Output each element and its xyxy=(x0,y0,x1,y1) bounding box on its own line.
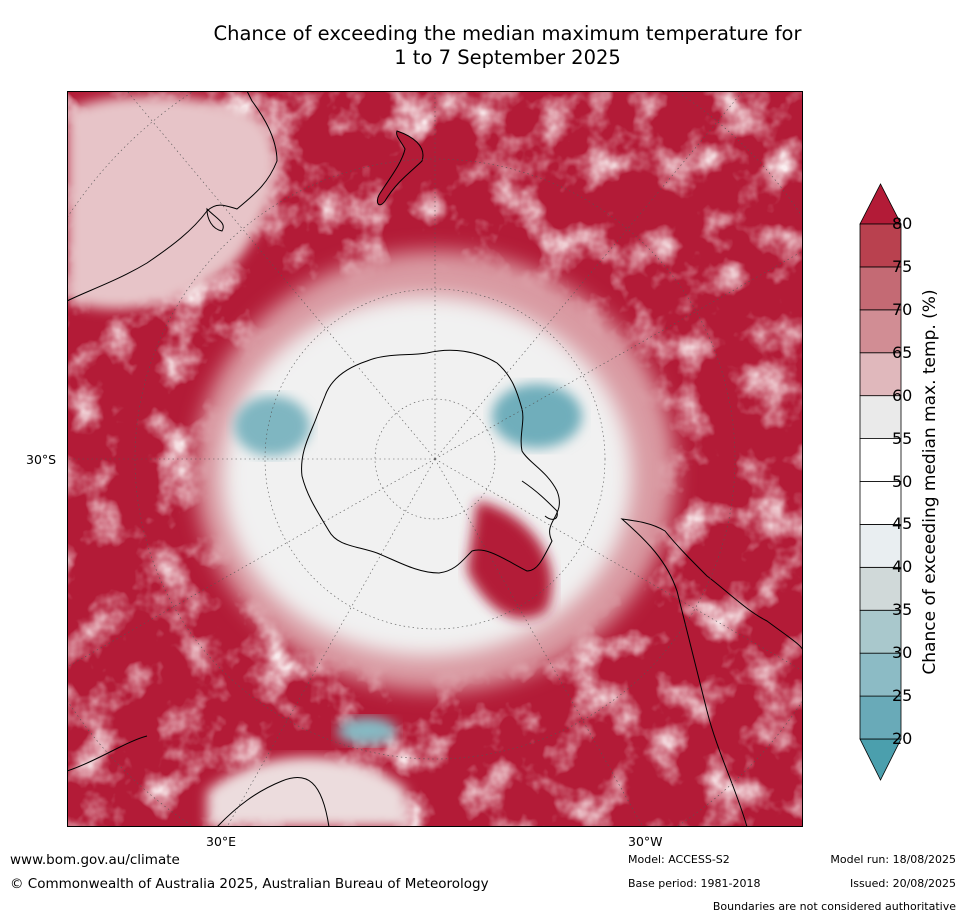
lat-label-30s: 30°S xyxy=(26,452,57,467)
above-normal-wedge xyxy=(467,501,553,619)
colorbar-tick: 60 xyxy=(892,385,913,405)
antarctica-coastline xyxy=(301,349,560,574)
map-title: Chance of exceeding the median maximum t… xyxy=(140,22,875,70)
africa-region-shading xyxy=(207,757,407,827)
below-normal-patch-south xyxy=(337,717,397,745)
colorbar-tick: 20 xyxy=(892,729,913,748)
colorbar-tick: 35 xyxy=(892,600,913,620)
tasmania-coastline xyxy=(206,207,224,232)
colorbar-box xyxy=(859,695,902,740)
colorbar-box xyxy=(859,266,902,311)
colorbar-box xyxy=(859,395,902,439)
colorbar-tick: 65 xyxy=(892,342,913,362)
colorbar-tick: 70 xyxy=(892,299,913,319)
footer-disclaimer: Boundaries are not considered authoritat… xyxy=(712,900,956,913)
antarctic-peninsula xyxy=(521,480,558,520)
colorbar-box xyxy=(859,566,902,611)
australia-region-shading xyxy=(67,96,277,309)
title-line-1: Chance of exceeding the median maximum t… xyxy=(213,22,802,45)
colorbar-tick: 45 xyxy=(892,514,913,534)
footer-model: Model: ACCESS-S2 xyxy=(628,853,730,866)
colorbar-box xyxy=(859,352,902,397)
colorbar-label: Chance of exceeding median max. temp. (%… xyxy=(920,289,940,675)
new-zealand-coastline xyxy=(376,130,424,206)
antarctic-near-normal xyxy=(222,296,632,656)
probability-map xyxy=(67,91,803,827)
colorbar-box xyxy=(859,481,902,525)
colorbar-tick: 30 xyxy=(892,643,913,663)
colorbar-tick: 50 xyxy=(892,471,913,491)
lon-label-30e: 30°E xyxy=(206,834,237,849)
colorbar-box xyxy=(859,652,902,697)
colorbar-box xyxy=(859,309,902,354)
below-normal-patch-east xyxy=(492,384,582,448)
colorbar-tick: 55 xyxy=(892,428,913,448)
colorbar-box xyxy=(859,438,902,482)
colorbar-tick: 80 xyxy=(892,214,913,233)
graticule xyxy=(67,91,803,827)
colorbar-tick: 40 xyxy=(892,557,913,577)
colorbar-box xyxy=(859,609,902,654)
south-america-coastline xyxy=(620,518,803,827)
footer-model-run: Model run: 18/08/2025 xyxy=(830,853,956,866)
footer-copyright: © Commonwealth of Australia 2025, Austra… xyxy=(10,876,489,892)
footer-base-period: Base period: 1981-2018 xyxy=(628,877,761,890)
colorbar-box xyxy=(859,223,902,268)
colorbar-tick: 75 xyxy=(892,256,913,276)
lon-label-30w: 30°W xyxy=(628,834,663,849)
colorbar-tick: 25 xyxy=(892,686,913,706)
below-normal-patch-west xyxy=(234,396,310,456)
footer-website: www.bom.gov.au/climate xyxy=(10,852,180,868)
footer-issued: Issued: 20/08/2025 xyxy=(849,877,956,890)
australia-coastline xyxy=(67,91,278,302)
africa-coastline xyxy=(67,735,330,827)
title-line-2: 1 to 7 September 2025 xyxy=(394,46,621,69)
